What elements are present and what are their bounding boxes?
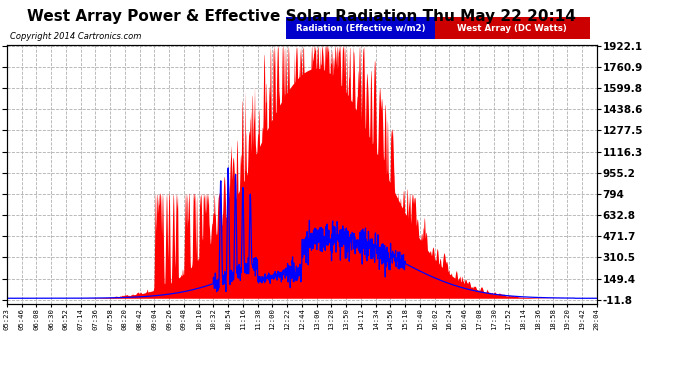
Text: Copyright 2014 Cartronics.com: Copyright 2014 Cartronics.com [10, 32, 141, 41]
Text: Radiation (Effective w/m2): Radiation (Effective w/m2) [296, 24, 425, 33]
Text: West Array (DC Watts): West Array (DC Watts) [457, 24, 567, 33]
Text: West Array Power & Effective Solar Radiation Thu May 22 20:14: West Array Power & Effective Solar Radia… [28, 9, 576, 24]
